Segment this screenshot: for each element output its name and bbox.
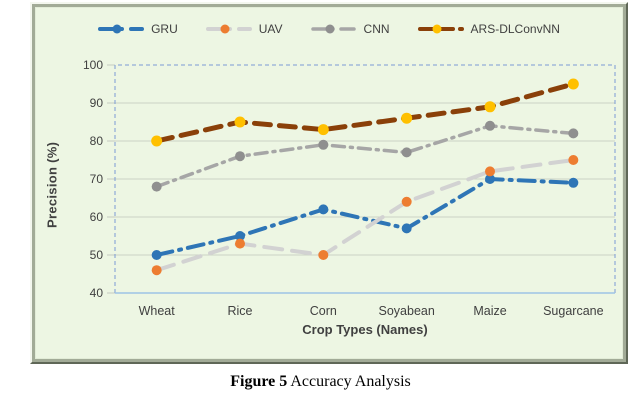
series-line-ARS-DLConvNN	[154, 81, 576, 144]
marker-ARS-DLConvNN	[317, 124, 329, 136]
legend-label: UAV	[258, 22, 283, 36]
marker-CNN	[318, 139, 329, 150]
legend-key-GRU	[98, 24, 145, 34]
plot-border-dashed	[114, 64, 616, 293]
legend: GRU UAV CNN ARS-DLConvNN	[36, 22, 622, 36]
legend-key-ARS-DLConvNN	[417, 24, 464, 34]
x-category-label: Wheat	[139, 304, 176, 318]
legend-label: CNN	[363, 22, 390, 36]
y-tick-label: 40	[90, 286, 104, 300]
figure-caption-text: Accuracy Analysis	[287, 373, 411, 390]
figure-caption-label: Figure 5	[230, 373, 288, 390]
legend-label: GRU	[151, 22, 178, 36]
legend-item-ARS-DLConvNN: ARS-DLConvNN	[417, 22, 560, 36]
marker-GRU	[401, 223, 412, 234]
chart-panel: 100 90 80 70 60 50 40 Wheat Rice Corn Soyabean Maiz…	[35, 7, 623, 359]
y-tick-label: 80	[90, 134, 104, 148]
marker-UAV	[318, 250, 329, 260]
marker-ARS-DLConvNN	[401, 112, 413, 124]
legend-key-UAV	[205, 24, 252, 34]
legend-marker	[112, 24, 122, 34]
y-tick-label: 100	[83, 58, 103, 72]
x-category-label: Corn	[310, 304, 337, 318]
marker-CNN	[401, 147, 412, 158]
marker-UAV	[485, 166, 495, 177]
figure-caption: Figure 5 Accuracy Analysis	[0, 373, 641, 391]
legend-key-CNN	[310, 24, 357, 34]
x-category-label: Sugarcane	[543, 304, 604, 318]
series-line-CNN	[154, 124, 576, 189]
marker-CNN	[485, 120, 495, 131]
marker-CNN	[151, 181, 162, 192]
marker-GRU	[568, 177, 579, 188]
y-tick-label: 50	[90, 248, 104, 262]
legend-marker	[432, 24, 442, 34]
legend-item-GRU: GRU	[98, 22, 178, 36]
marker-ARS-DLConvNN	[484, 101, 496, 113]
x-category-label: Rice	[227, 304, 252, 318]
x-category-label: Soyabean	[379, 304, 435, 318]
marker-UAV	[568, 155, 579, 165]
marker-CNN	[235, 151, 245, 162]
marker-ARS-DLConvNN	[151, 135, 163, 147]
series-line-UAV	[154, 158, 576, 273]
marker-ARS-DLConvNN	[567, 78, 579, 90]
marker-GRU	[151, 250, 162, 260]
marker-CNN	[568, 128, 579, 139]
marker-UAV	[151, 265, 162, 276]
marker-GRU	[318, 204, 329, 215]
legend-label: ARS-DLConvNN	[470, 22, 560, 36]
marker-GRU	[235, 231, 245, 241]
x-category-label: Maize	[473, 304, 506, 318]
y-tick-label: 70	[90, 172, 104, 186]
marker-GRU	[485, 174, 495, 184]
marker-UAV	[235, 238, 245, 249]
y-tick-label: 90	[90, 96, 104, 110]
chart-frame: 100 90 80 70 60 50 40 Wheat Rice Corn Soyabean Maiz…	[30, 2, 628, 364]
series-line-GRU	[154, 176, 576, 257]
line-chart: 100 90 80 70 60 50 40 Wheat Rice Corn Soyabean Maiz…	[83, 58, 616, 318]
y-axis-title: Precision (%)	[44, 141, 60, 229]
marker-ARS-DLConvNN	[234, 116, 246, 128]
y-tick-label: 60	[90, 210, 104, 224]
x-axis-title: Crop Types (Names)	[302, 322, 428, 337]
legend-item-CNN: CNN	[310, 22, 390, 36]
legend-item-UAV: UAV	[205, 22, 283, 36]
marker-UAV	[401, 196, 412, 207]
legend-marker	[220, 24, 230, 34]
legend-marker	[325, 24, 335, 34]
